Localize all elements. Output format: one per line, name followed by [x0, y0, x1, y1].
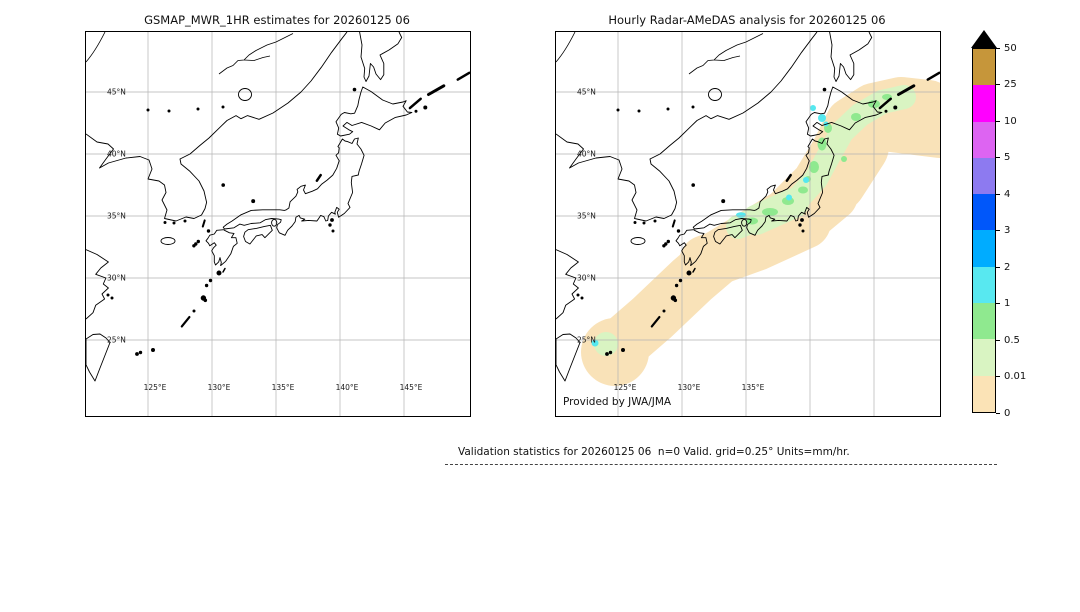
colorbar-segment — [973, 194, 995, 231]
svg-text:45°N: 45°N — [577, 88, 596, 97]
radar-axis-labels: 45°N 40°N 35°N 30°N 25°N 125°E 130°E 135°E — [577, 88, 765, 393]
credit-label: Provided by JWA/JMA — [563, 396, 672, 408]
radar-amedas-map-panel: 45°N 40°N 35°N 30°N 25°N 125°E 130°E 135°E Prov… — [555, 31, 941, 417]
colorbar-tick-label: 5 — [996, 152, 1010, 164]
svg-text:40°N: 40°N — [107, 150, 126, 159]
svg-text:25°N: 25°N — [107, 336, 126, 345]
svg-text:140°E: 140°E — [336, 383, 359, 392]
svg-text:130°E: 130°E — [208, 383, 231, 392]
precip-okinawa-blob — [581, 318, 649, 386]
colorbar-overflow-triangle — [971, 30, 997, 48]
colorbar-tick-label: 4 — [996, 188, 1010, 200]
colorbar-tick-label: 3 — [996, 225, 1010, 237]
colorbar-tick-label: 50 — [996, 42, 1017, 54]
svg-text:30°N: 30°N — [107, 274, 126, 283]
caption-text: Validation statistics for 20260125 06 n=… — [458, 446, 850, 458]
svg-text:25°N: 25°N — [577, 336, 596, 345]
svg-text:130°E: 130°E — [678, 383, 701, 392]
colorbar-tick-label: 2 — [996, 261, 1010, 273]
left-panel-title: GSMAP_MWR_1HR estimates for 20260125 06 — [144, 13, 410, 27]
precip-heavy-spots — [591, 105, 829, 347]
svg-text:125°E: 125°E — [144, 383, 167, 392]
precip-okinawa-core — [594, 332, 618, 356]
svg-text:135°E: 135°E — [742, 383, 765, 392]
colorbar-segment — [973, 230, 995, 267]
svg-text:135°E: 135°E — [272, 383, 295, 392]
right-panel-title: Hourly Radar-AMeDAS analysis for 2026012… — [608, 13, 886, 27]
colorbar-segment — [973, 266, 995, 304]
svg-text:45°N: 45°N — [107, 88, 126, 97]
colorbar-ticks: 50 25 10 5 4 3 2 1 0.5 0.01 0 — [996, 43, 1056, 419]
gsmap-map: 45°N 40°N 35°N 30°N 25°N 125°E 130°E 135°E 140°E… — [86, 32, 470, 416]
precip-overlay — [581, 77, 940, 386]
gsmap-map-panel: 45°N 40°N 35°N 30°N 25°N 125°E 130°E 135°E 140°E… — [85, 31, 471, 417]
colorbar-segment — [973, 375, 995, 412]
colorbar-segment — [973, 49, 995, 86]
colorbar-segment — [973, 157, 995, 195]
colorbar-tick-label: 10 — [996, 115, 1017, 127]
colorbar-tick-label: 25 — [996, 79, 1017, 91]
colorbar-segments — [972, 48, 996, 413]
colorbar-segment — [973, 303, 995, 340]
svg-text:35°N: 35°N — [107, 212, 126, 221]
gsmap-axis-labels: 45°N 40°N 35°N 30°N 25°N 125°E 130°E 135°E 140°E… — [107, 88, 423, 393]
colorbar-tick-label: 0.01 — [996, 371, 1026, 383]
radar-amedas-map: 45°N 40°N 35°N 30°N 25°N 125°E 130°E 135°E — [556, 32, 940, 416]
svg-text:35°N: 35°N — [577, 212, 596, 221]
precip-band-trace — [588, 77, 940, 377]
svg-text:30°N: 30°N — [577, 274, 596, 283]
colorbar-segment — [973, 85, 995, 122]
svg-text:125°E: 125°E — [614, 383, 637, 392]
colorbar-tick-label: 0.5 — [996, 334, 1020, 346]
colorbar-segment — [973, 339, 995, 376]
colorbar-segment — [973, 121, 995, 158]
caption-rule: Validation statistics for 20260125 06 n=… — [445, 440, 997, 465]
colorbar-tick-label: 1 — [996, 298, 1010, 310]
svg-text:145°E: 145°E — [400, 383, 423, 392]
colorbar-tick-label: 0 — [996, 407, 1010, 419]
svg-text:40°N: 40°N — [577, 150, 596, 159]
